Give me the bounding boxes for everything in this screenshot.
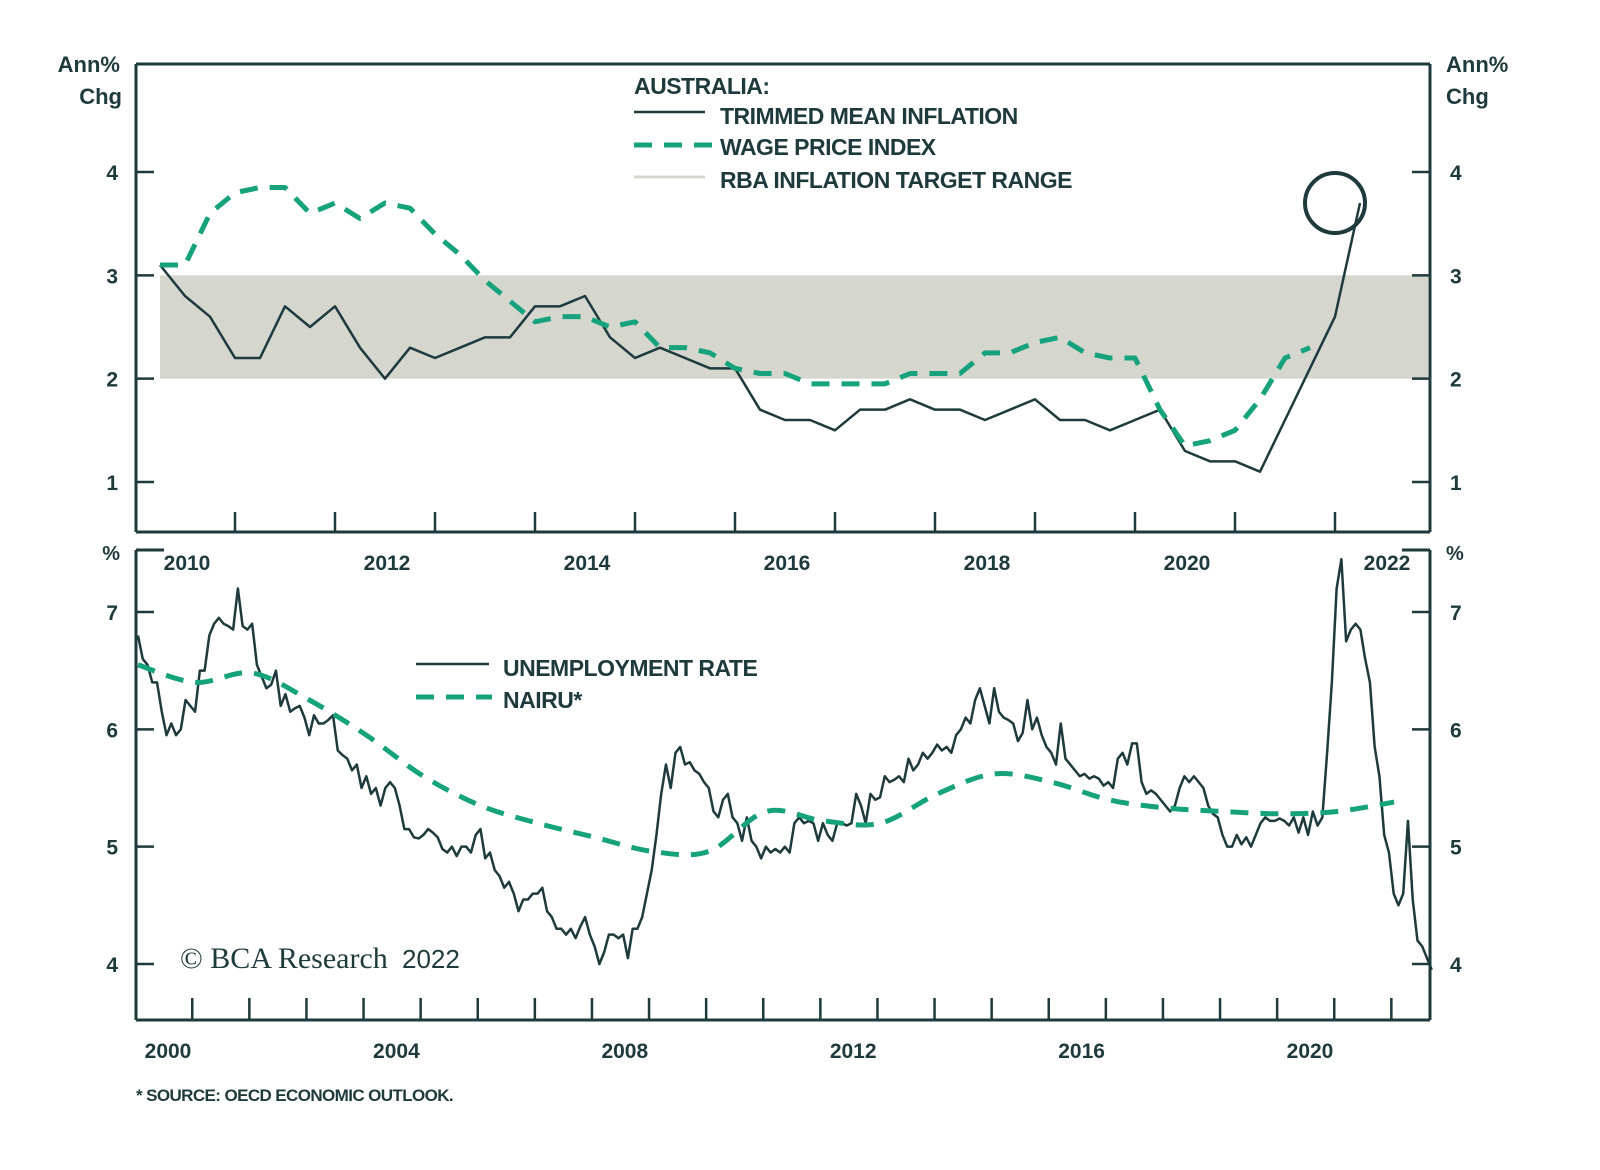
top-xtick-label: 2014 xyxy=(564,552,611,575)
bottom-xtick-label: 2016 xyxy=(1058,1040,1105,1063)
top-ytick-label-right: 1 xyxy=(1450,472,1462,495)
bottom-xtick-label: 2012 xyxy=(830,1040,877,1063)
top-ytick-label-left: 2 xyxy=(106,369,118,392)
bottom-right-unit: % xyxy=(1446,543,1464,565)
bottom-ytick-label-left: 5 xyxy=(106,837,118,860)
top-panel: 1 1 2 2 3 3 4 4 2010 2012 2014 2016 2018 2020 2022 Ann… xyxy=(58,52,1509,575)
top-ytick-label-right: 3 xyxy=(1450,265,1462,288)
top-ytick-label-right: 2 xyxy=(1450,369,1462,392)
legend-label-nairu: NAIRU* xyxy=(503,687,582,713)
top-left-unit-line1: Ann% xyxy=(58,52,120,77)
series-wage-price-index xyxy=(160,185,1311,449)
top-ytick-label-left: 4 xyxy=(106,162,118,185)
watermark-year: 2022 xyxy=(402,944,460,974)
watermark: © BCA Research 2022 xyxy=(180,942,460,975)
legend-label-wage-price-index: WAGE PRICE INDEX xyxy=(720,134,937,160)
legend-label-trimmed-mean: TRIMMED MEAN INFLATION xyxy=(720,103,1018,129)
bottom-ytick-label-left: 6 xyxy=(106,719,118,742)
bottom-axes: 4 4 5 5 6 6 7 7 2000 2004 2008 2012 2016 2020 xyxy=(106,548,1462,1063)
top-axes: 1 1 2 2 3 3 4 4 2010 2012 2014 2016 2018 2020 2022 xyxy=(106,62,1462,575)
top-ytick-label-left: 3 xyxy=(106,265,118,288)
top-right-unit-line1: Ann% xyxy=(1446,52,1508,77)
legend-label-unemployment: UNEMPLOYMENT RATE xyxy=(503,655,757,681)
bottom-xtick-label: 2020 xyxy=(1287,1040,1334,1063)
bottom-xtick-label: 2004 xyxy=(373,1040,420,1063)
top-xtick-label: 2012 xyxy=(364,552,411,575)
bottom-ytick-label-right: 6 xyxy=(1450,719,1462,742)
top-ytick-label-right: 4 xyxy=(1450,162,1462,185)
rba-target-band xyxy=(160,275,1428,379)
highlight-circle xyxy=(1303,171,1367,235)
bottom-xtick-label: 2008 xyxy=(601,1040,648,1063)
legend-label-rba-band: RBA INFLATION TARGET RANGE xyxy=(720,167,1072,193)
series-nairu xyxy=(137,662,1395,858)
bottom-legend: UNEMPLOYMENT RATE NAIRU* xyxy=(416,655,758,713)
top-xtick-label: 2018 xyxy=(964,552,1011,575)
bottom-ytick-label-right: 4 xyxy=(1450,954,1462,977)
top-xtick-label: 2022 xyxy=(1364,552,1411,575)
bottom-xtick-label: 2000 xyxy=(145,1040,192,1063)
legend-heading: AUSTRALIA: xyxy=(634,73,770,99)
top-right-unit-line2: Chg xyxy=(1446,84,1489,109)
bottom-ytick-label-left: 7 xyxy=(106,602,118,625)
top-ytick-label-left: 1 xyxy=(106,472,118,495)
bottom-ytick-label-right: 5 xyxy=(1450,837,1462,860)
series-unemployment-rate xyxy=(136,557,1433,971)
bottom-ytick-label-right: 7 xyxy=(1450,602,1462,625)
bottom-panel: 4 4 5 5 6 6 7 7 2000 2004 2008 2012 2016 2020 % % UNE… xyxy=(102,543,1464,1063)
top-legend: AUSTRALIA: TRIMMED MEAN INFLATION WAGE P… xyxy=(634,73,1073,193)
top-series xyxy=(159,185,1362,473)
top-left-unit-line2: Chg xyxy=(79,84,122,109)
bottom-ytick-label-left: 4 xyxy=(106,954,118,977)
top-xtick-label: 2020 xyxy=(1164,552,1211,575)
bottom-left-unit: % xyxy=(102,543,120,565)
top-xtick-label: 2016 xyxy=(764,552,811,575)
top-xtick-label: 2010 xyxy=(164,552,211,575)
bottom-series xyxy=(136,557,1433,971)
watermark-brand: © BCA Research xyxy=(180,942,388,975)
footnote: * SOURCE: OECD ECONOMIC OUTLOOK. xyxy=(136,1086,453,1105)
